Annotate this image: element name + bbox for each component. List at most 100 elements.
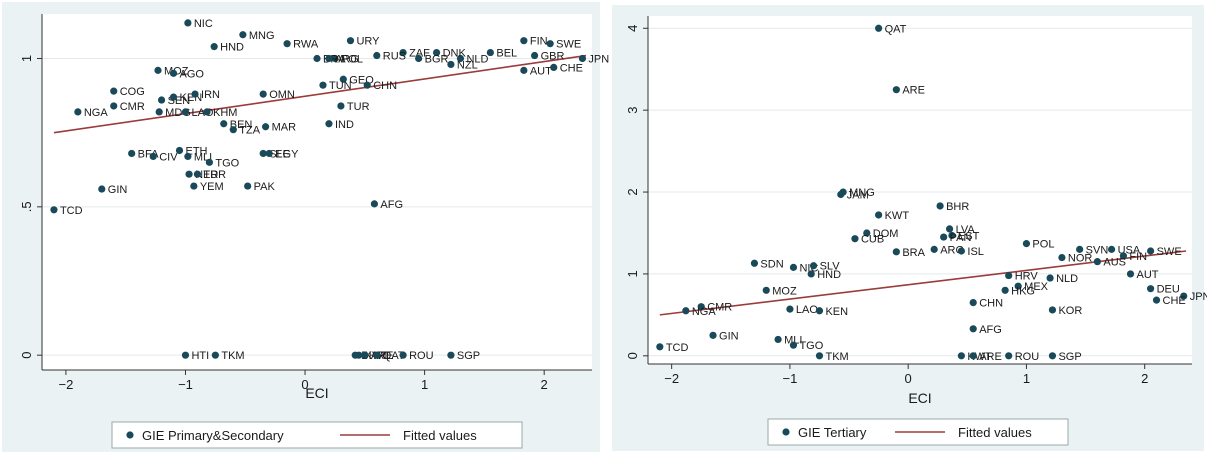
left-point-marker xyxy=(578,54,587,63)
left-data-point: CHN xyxy=(363,80,397,92)
left-point-label: CHN xyxy=(373,80,397,92)
right-point-marker xyxy=(936,202,944,210)
left-data-point: OMN xyxy=(259,89,295,101)
left-x-tick-label: −2 xyxy=(58,377,73,392)
left-data-point: SLE xyxy=(259,148,290,160)
left-point-marker xyxy=(363,81,371,89)
right-point-marker xyxy=(948,231,956,240)
left-point-marker xyxy=(259,90,267,98)
right-data-point: TCD xyxy=(656,342,688,354)
right-data-point: HKG xyxy=(1001,285,1035,297)
right-point-marker xyxy=(1076,245,1084,253)
right-point-label: SWE xyxy=(1157,246,1182,258)
right-data-point: AUT xyxy=(1126,269,1159,281)
right-data-point: DOM xyxy=(863,228,898,240)
right-point-label: NOR xyxy=(1068,253,1093,265)
right-data-point: ISL xyxy=(957,246,984,258)
left-point-marker xyxy=(128,149,136,158)
left-point-marker xyxy=(520,37,528,45)
right-data-point: GIN xyxy=(709,330,739,342)
right-point-label: NLD xyxy=(1056,273,1078,285)
left-point-marker xyxy=(283,40,291,48)
right-point-marker xyxy=(930,245,938,253)
left-x-ticks: −2 −1 0 1 2 xyxy=(58,370,548,392)
right-data-point: USA xyxy=(1107,244,1141,256)
left-point-label: TDR xyxy=(203,169,226,181)
right-point-marker xyxy=(815,352,824,360)
left-point-marker xyxy=(211,351,219,359)
right-point-marker xyxy=(1119,252,1128,260)
right-data-point: HND xyxy=(807,269,841,281)
right-point-marker xyxy=(1048,352,1057,360)
left-data-point: NLD xyxy=(456,54,489,66)
right-point-marker xyxy=(1058,253,1066,262)
right-point-label: SDN xyxy=(760,258,783,270)
left-point-marker xyxy=(239,31,247,39)
right-point-marker xyxy=(875,211,883,219)
right-y-tick-label: 1 xyxy=(625,270,640,277)
left-data-point: ARG xyxy=(325,54,359,66)
left-point-marker xyxy=(399,351,407,359)
left-point-label: GBR xyxy=(541,51,565,63)
left-point-marker xyxy=(531,51,539,60)
left-point-label: IND xyxy=(335,119,354,131)
left-point-label: SWE xyxy=(556,39,581,51)
left-point-label: NZL xyxy=(457,59,478,71)
right-point-marker xyxy=(1126,270,1135,278)
left-y-tick-label: 1 xyxy=(19,55,34,62)
left-data-point: IND xyxy=(325,119,354,131)
left-point-marker xyxy=(190,182,198,190)
left-point-label: MAR xyxy=(272,122,297,134)
left-point-marker xyxy=(331,54,339,63)
right-data-point: CHN xyxy=(969,298,1003,310)
left-data-point: POL xyxy=(331,54,363,66)
left-point-label: ARG xyxy=(335,54,359,66)
right-point-marker xyxy=(1001,286,1009,294)
left-data-point: TCD xyxy=(50,205,83,217)
right-point-label: CUB xyxy=(861,234,884,246)
left-point-marker xyxy=(169,93,178,101)
right-data-point: KWT xyxy=(875,210,909,222)
left-data-point: BGR xyxy=(415,54,449,66)
left-legend-label-fit: Fitted values xyxy=(403,428,477,443)
right-point-marker xyxy=(863,229,871,237)
right-point-label: MNG xyxy=(849,187,875,199)
left-point-marker xyxy=(447,351,455,359)
right-y-tick-label: 3 xyxy=(625,107,640,114)
right-data-point: NGA xyxy=(682,306,716,318)
right-point-marker xyxy=(1046,274,1054,282)
right-data-point: PAN xyxy=(940,232,972,244)
left-point-label: AFG xyxy=(380,199,403,211)
left-point-label: TUN xyxy=(329,80,352,92)
left-point-marker xyxy=(203,108,211,116)
right-data-point: HRV xyxy=(1005,271,1038,283)
right-point-marker xyxy=(945,225,954,233)
right-data-point: POL xyxy=(1022,239,1054,251)
left-x-tick-label: 0 xyxy=(301,377,308,392)
right-data-point: JAM xyxy=(837,190,869,202)
left-data-point: PAK xyxy=(244,181,276,193)
right-point-marker xyxy=(1005,352,1013,360)
left-point-marker xyxy=(361,351,369,359)
left-point-label: TKM xyxy=(221,350,244,362)
right-data-point: SLV xyxy=(809,261,840,273)
right-point-marker xyxy=(1014,282,1022,290)
left-legend: GIE Primary&Secondary Fitted values xyxy=(111,421,523,449)
right-data-point: CHE xyxy=(1152,295,1186,307)
left-point-marker xyxy=(432,48,441,57)
left-point-marker xyxy=(157,96,166,104)
left-point-label: FIN xyxy=(530,36,548,48)
left-data-point: MAR xyxy=(261,122,297,134)
left-point-marker xyxy=(244,182,252,190)
left-data-point: AFG xyxy=(370,199,403,211)
right-data-point: NLD xyxy=(1046,273,1078,285)
left-data-point: NGA xyxy=(74,107,108,119)
right-data-point: TGO xyxy=(789,340,824,352)
left-data-point: IRN xyxy=(191,89,220,101)
left-point-label: CHE xyxy=(560,62,583,74)
right-point-label: HND xyxy=(817,269,841,281)
right-data-point: MEX xyxy=(1014,281,1049,293)
